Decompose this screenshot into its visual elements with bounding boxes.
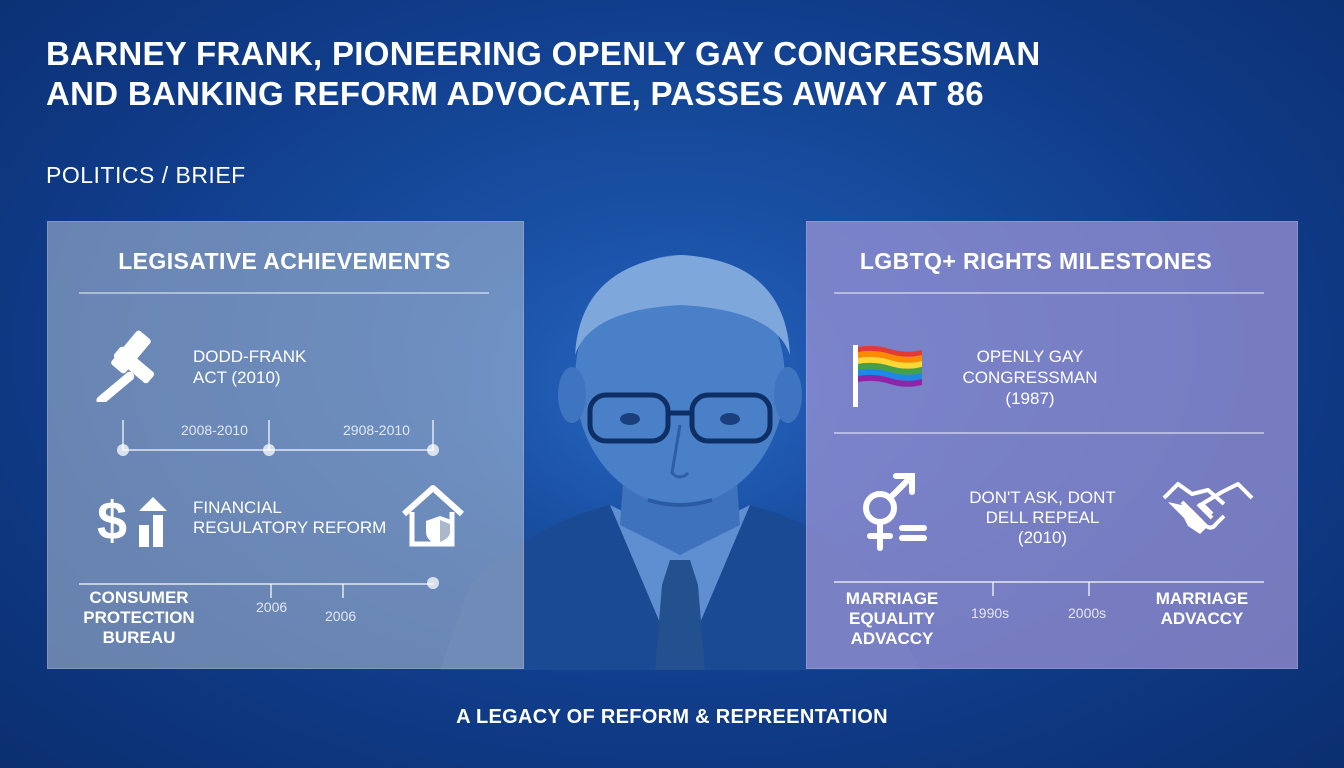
consumer-bureau-label-2: PROTECTION (83, 608, 195, 627)
financial-reform-label-1: FINANCIAL (193, 498, 282, 517)
footer-tagline: A LEGACY OF REFORM & REPREENTATION (456, 706, 888, 728)
legislative-panel-title: LEGISATIVE ACHIEVEMENTS (118, 248, 451, 274)
timeline-tick (992, 582, 994, 596)
dodd-frank-label-1: DODD-FRANK (193, 347, 307, 366)
openly-gay-label-3: (1987) (1005, 389, 1055, 408)
rainbow-flag-icon (853, 345, 922, 407)
dollar-growth-icon: $ (97, 491, 167, 549)
timeline-label: 1990s (971, 605, 1010, 621)
timeline-label: 2008-2010 (181, 422, 248, 438)
timeline-line (122, 449, 434, 451)
timeline-label: 2908-2010 (343, 422, 410, 438)
timeline-line (834, 581, 1264, 583)
house-shield-icon (401, 485, 465, 547)
timeline-line (79, 583, 434, 585)
lgbtq-panel (806, 221, 1298, 669)
timeline-dot (117, 444, 129, 456)
financial-reform-label-2: REGULATORY REFORM (193, 518, 387, 537)
openly-gay-label-2: CONGRESSMAN (962, 368, 1098, 387)
dodd-frank-label-2: ACT (2010) (193, 368, 281, 387)
dadt-label-1: DON'T ASK, DONT (969, 488, 1116, 507)
timeline-label: 2006 (325, 608, 357, 624)
timeline-dot (427, 444, 439, 456)
divider (834, 432, 1264, 434)
divider (79, 292, 489, 294)
consumer-bureau-label-3: BUREAU (102, 628, 176, 647)
marriage-equality-label-3: ADVACCY (850, 629, 934, 648)
marriage-advocacy-label-1: MARRIAGE (1155, 589, 1249, 608)
dadt-label-2: DELL REPEAL (985, 508, 1100, 527)
timeline-label: 2000s (1068, 605, 1107, 621)
headline: BARNEY FRANK, PIONEERING OPENLY GAY CONG… (46, 35, 1041, 112)
gavel-icon (96, 330, 155, 402)
timeline-dot (263, 444, 275, 456)
openly-gay-label-1: OPENLY GAY (976, 347, 1084, 366)
svg-text:$: $ (97, 491, 127, 549)
timeline-tick (270, 584, 272, 598)
timeline-dot (427, 577, 439, 589)
section-label: POLITICS / BRIEF (46, 162, 246, 188)
divider (834, 292, 1264, 294)
timeline-label: 2006 (256, 599, 288, 615)
handshake-icon (1162, 482, 1254, 534)
timeline-tick (432, 420, 434, 450)
timeline-tick (122, 420, 124, 450)
timeline-tick (342, 584, 344, 598)
gender-equality-icon (863, 473, 927, 551)
consumer-bureau-label-1: CONSUMER (89, 588, 189, 607)
marriage-equality-label-1: MARRIAGE (845, 589, 939, 608)
marriage-advocacy-label-2: ADVACCY (1160, 609, 1244, 628)
marriage-equality-label-2: EQUALITY (849, 609, 935, 628)
timeline-tick (268, 420, 270, 450)
timeline-tick (1088, 582, 1090, 596)
lgbtq-panel-title: LGBTQ+ RIGHTS MILESTONES (859, 248, 1213, 274)
dadt-label-3: (2010) (1017, 528, 1068, 547)
